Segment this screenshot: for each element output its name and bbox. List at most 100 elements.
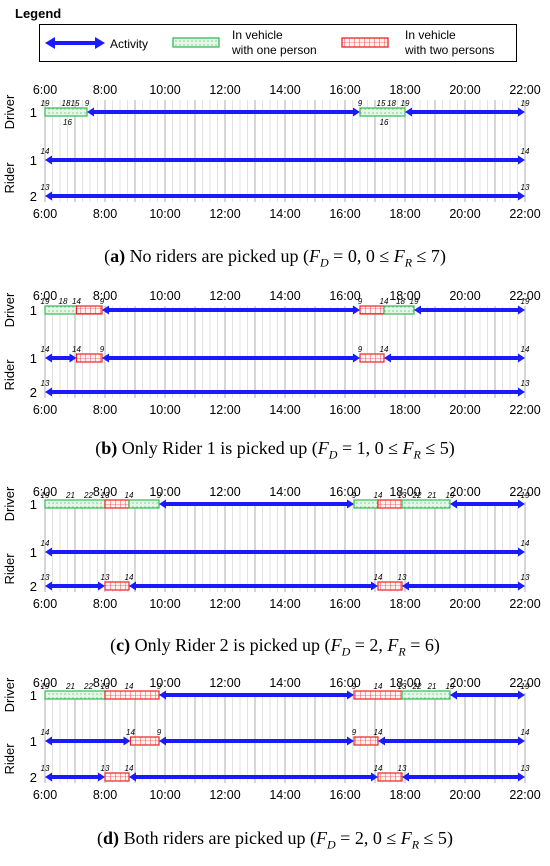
row-label: 1 <box>30 734 37 749</box>
node-label: 18 <box>62 99 71 108</box>
activity-segment <box>450 690 525 700</box>
driver-axis-label: Driver <box>2 94 17 129</box>
node-label: 9 <box>358 99 363 108</box>
node-label: 13 <box>41 183 50 192</box>
activity-segment <box>45 191 525 201</box>
node-label: 9 <box>100 297 105 306</box>
hour-label-top: 22:00 <box>509 676 540 690</box>
node-label: 14 <box>374 764 383 773</box>
driver-axis-label: Driver <box>2 292 17 327</box>
activity-segment <box>378 736 525 746</box>
node-label: 14 <box>521 539 530 548</box>
hour-label-bottom: 8:00 <box>93 788 117 802</box>
legend-two-person-line2: with two persons <box>405 43 495 57</box>
node-label: 9 <box>100 345 105 354</box>
activity-segment <box>45 155 525 165</box>
driver-1-row: 1 19 21 22 13 14 9 9 14 13 22 21 19 19 <box>30 491 530 512</box>
hour-label-top: 10:00 <box>149 289 180 303</box>
rider-1-row: 1 14 14 9 9 14 14 <box>30 728 530 749</box>
hour-label-bottom: 22:00 <box>509 403 540 417</box>
node-label: 22 <box>412 682 422 691</box>
rider-2-row: 2 13 13 <box>30 379 530 400</box>
caption-text: No riders are picked up ( <box>125 246 309 266</box>
node-label: 14 <box>125 573 134 582</box>
activity-segment <box>159 736 354 746</box>
hour-label-top: 6:00 <box>33 289 57 303</box>
hour-label-bottom: 10:00 <box>149 788 180 802</box>
row-label: 1 <box>30 105 37 120</box>
node-label: 18 <box>387 99 396 108</box>
hour-label-bottom: 14:00 <box>269 597 300 611</box>
driver-1-row: 1 19 21 22 13 14 9 9 14 13 22 21 19 19 <box>30 682 530 703</box>
caption-text: Both riders are picked up ( <box>119 828 316 848</box>
legend-two-person-swatch <box>341 37 389 48</box>
hour-label-top: 8:00 <box>93 289 117 303</box>
vehicle-two-persons-segment <box>75 353 103 363</box>
vehicle-two-persons-segment <box>377 581 403 591</box>
hour-label-top: 8:00 <box>93 676 117 690</box>
hour-label-top: 16:00 <box>329 676 360 690</box>
node-label: 14 <box>72 345 81 354</box>
node-label: 9 <box>352 728 357 737</box>
node-label: 9 <box>157 728 162 737</box>
node-label: 19 <box>401 99 410 108</box>
vehicle-two-persons-segment <box>359 305 385 315</box>
hour-label-top: 14:00 <box>269 83 300 97</box>
node-label: 9 <box>352 491 357 500</box>
hour-label-bottom: 12:00 <box>209 207 240 221</box>
row-label: 2 <box>30 385 37 400</box>
activity-segment <box>87 107 360 117</box>
node-label: 13 <box>41 573 50 582</box>
hour-label-top: 20:00 <box>449 83 480 97</box>
panel-a: 6:00 6:00 8:00 8:00 10:00 10:00 12:00 12:00 14:0… <box>0 80 550 280</box>
hour-label-top: 18:00 <box>389 83 420 97</box>
timeline-panel-b: 6:00 6:00 8:00 8:00 10:00 10:00 12:00 12:00 14:0… <box>2 289 541 417</box>
caption-letter: c) <box>116 635 131 655</box>
hour-label-bottom: 12:00 <box>209 597 240 611</box>
node-label: 13 <box>398 491 407 500</box>
node-label: 9 <box>157 682 162 691</box>
time-gridlines <box>44 693 526 783</box>
caption-formula: FD = 2, 0 ≤ FR ≤ 5 <box>316 828 447 852</box>
row-label: 1 <box>30 545 37 560</box>
hour-labels: 6:00 6:00 8:00 8:00 10:00 10:00 12:00 12:00 14:0… <box>33 485 541 611</box>
legend-one-person-line1: In vehicle <box>232 28 283 42</box>
node-label: 22 <box>83 682 93 691</box>
vehicle-one-person-segment <box>44 305 78 315</box>
vehicle-two-persons-segment <box>104 581 130 591</box>
node-label: 19 <box>521 682 530 691</box>
node-label: 15 <box>377 99 386 108</box>
legend-box <box>39 24 517 62</box>
hour-label-top: 10:00 <box>149 83 180 97</box>
node-label: 19 <box>521 491 530 500</box>
node-label: 13 <box>521 379 530 388</box>
row-label: 2 <box>30 189 37 204</box>
node-label: 19 <box>521 99 530 108</box>
caption-close: ) <box>448 438 455 458</box>
vehicle-one-person-segment <box>359 107 406 117</box>
hour-label-top: 18:00 <box>389 289 420 303</box>
rider-1-row: 1 14 14 <box>30 539 530 560</box>
hour-label-bottom: 20:00 <box>449 597 480 611</box>
hour-labels: 6:00 6:00 8:00 8:00 10:00 10:00 12:00 12:00 14:0… <box>33 289 541 417</box>
activity-segment <box>45 387 525 397</box>
rider-2-row: 2 13 13 14 14 13 13 <box>30 764 530 785</box>
activity-segment <box>45 581 105 591</box>
hour-label-bottom: 20:00 <box>449 207 480 221</box>
hour-label-top: 12:00 <box>209 676 240 690</box>
vehicle-one-person-segment <box>44 499 106 509</box>
hour-label-bottom: 22:00 <box>509 788 540 802</box>
activity-segment <box>450 499 525 509</box>
node-label: 9 <box>85 99 90 108</box>
hour-label-top: 18:00 <box>389 676 420 690</box>
hour-label-top: 14:00 <box>269 676 300 690</box>
hour-label-bottom: 18:00 <box>389 597 420 611</box>
node-label: 19 <box>446 682 455 691</box>
time-gridlines <box>44 306 526 398</box>
timeline-panel-a: 6:00 6:00 8:00 8:00 10:00 10:00 12:00 12:00 14:0… <box>2 83 541 221</box>
time-gridlines <box>44 502 526 592</box>
hour-label-top: 12:00 <box>209 485 240 499</box>
hour-labels: 6:00 6:00 8:00 8:00 10:00 10:00 12:00 12:00 14:0… <box>33 83 541 221</box>
activity-segment <box>102 353 360 363</box>
vehicle-one-person-segment <box>401 690 451 700</box>
